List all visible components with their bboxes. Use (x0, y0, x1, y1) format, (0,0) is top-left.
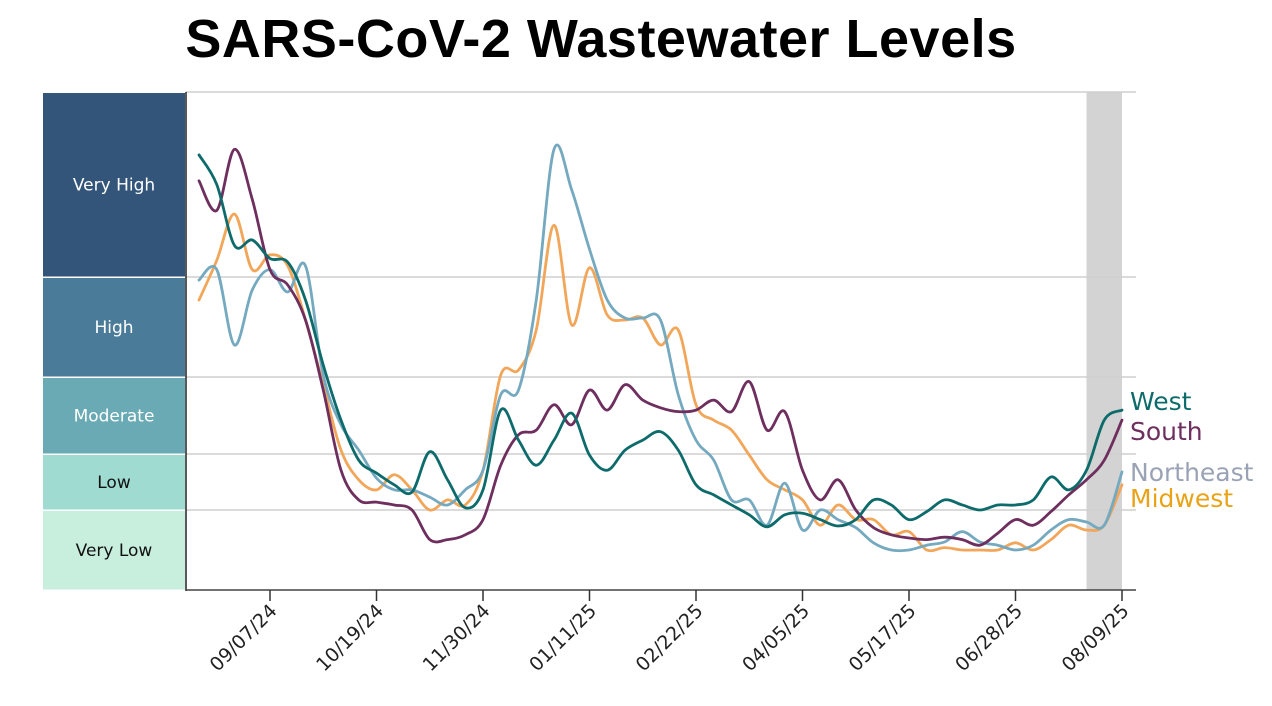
x-tick-label: 08/09/25 (1058, 600, 1134, 676)
series-label-south: South (1130, 417, 1203, 446)
band-moderate (43, 378, 185, 454)
series-line-south (197, 147, 1124, 547)
chart-title: SARS-CoV-2 Wastewater Levels (185, 9, 1017, 69)
series-label-northeast: Northeast (1130, 458, 1254, 487)
band-label: Moderate (74, 407, 155, 427)
band-very-high (43, 93, 185, 277)
band-label: Very Low (76, 541, 153, 561)
x-tick-label: 04/05/25 (738, 600, 814, 676)
band-label: High (94, 318, 133, 338)
band-very-low (43, 511, 185, 590)
shaded-period (1086, 92, 1122, 590)
series-line-midwest (197, 212, 1124, 553)
band-high (43, 278, 185, 377)
series-label-midwest: Midwest (1130, 484, 1233, 513)
x-tick-label: 06/28/25 (951, 600, 1027, 676)
x-tick-label: 01/11/25 (525, 600, 601, 676)
x-tick-label: 02/22/25 (632, 600, 708, 676)
x-tick-label: 09/07/24 (206, 600, 282, 676)
series-line-northeast (197, 143, 1124, 553)
series-label-west: West (1130, 387, 1192, 416)
band-low (43, 455, 185, 510)
x-tick-label: 11/30/24 (419, 600, 495, 676)
x-tick-label: 05/17/25 (845, 600, 921, 676)
band-label: Low (97, 473, 131, 493)
series-line-west (197, 153, 1124, 529)
band-label: Very High (73, 176, 155, 196)
x-tick-label: 10/19/24 (312, 600, 388, 676)
